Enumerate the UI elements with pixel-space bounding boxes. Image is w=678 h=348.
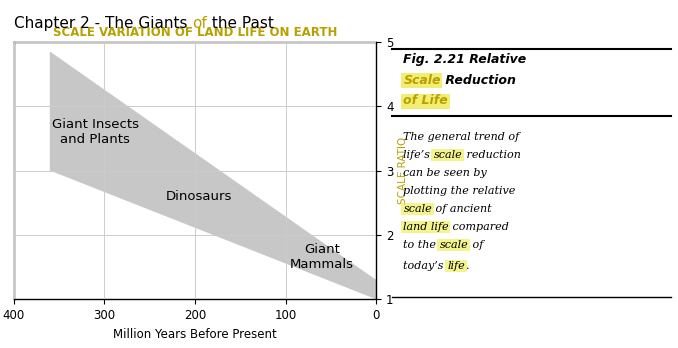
Bar <box>401 203 433 215</box>
Text: life: life <box>447 261 465 271</box>
Text: of: of <box>192 16 207 31</box>
Polygon shape <box>49 52 376 299</box>
Bar <box>401 221 450 234</box>
Bar <box>401 94 450 109</box>
Text: can be seen by: can be seen by <box>403 168 487 178</box>
Text: plotting the relative: plotting the relative <box>403 186 516 196</box>
Text: Scale: Scale <box>403 74 441 87</box>
Title: SCALE VARIATION OF LAND LIFE ON EARTH: SCALE VARIATION OF LAND LIFE ON EARTH <box>53 26 337 39</box>
Text: Dinosaurs: Dinosaurs <box>166 190 233 203</box>
Text: scale: scale <box>440 240 468 250</box>
Bar <box>401 73 442 88</box>
Text: Giant Insects
and Plants: Giant Insects and Plants <box>52 118 139 146</box>
Text: Fig. 2.21 Relative: Fig. 2.21 Relative <box>403 53 527 66</box>
Text: today’s: today’s <box>403 261 447 271</box>
Text: life’s: life’s <box>403 150 434 160</box>
Y-axis label: SCALE RATIO: SCALE RATIO <box>397 137 407 204</box>
Text: land life: land life <box>403 222 449 232</box>
Text: reduction: reduction <box>462 150 521 160</box>
Text: Giant
Mammals: Giant Mammals <box>290 244 354 271</box>
Text: compared: compared <box>449 222 509 232</box>
X-axis label: Million Years Before Present: Million Years Before Present <box>113 327 277 341</box>
Text: to the: to the <box>403 240 440 250</box>
Text: of Life: of Life <box>403 95 448 108</box>
Text: .: . <box>465 261 468 271</box>
Bar <box>437 239 470 251</box>
Text: scale: scale <box>403 204 432 214</box>
Text: the Past: the Past <box>207 16 273 31</box>
Bar <box>431 149 464 161</box>
Text: of: of <box>468 240 483 250</box>
Text: The general trend of: The general trend of <box>403 132 519 142</box>
Text: scale: scale <box>434 150 462 160</box>
Bar <box>445 260 466 272</box>
Text: Chapter 2 - The Giants: Chapter 2 - The Giants <box>14 16 192 31</box>
Text: Reduction: Reduction <box>441 74 516 87</box>
Text: of ancient: of ancient <box>432 204 492 214</box>
